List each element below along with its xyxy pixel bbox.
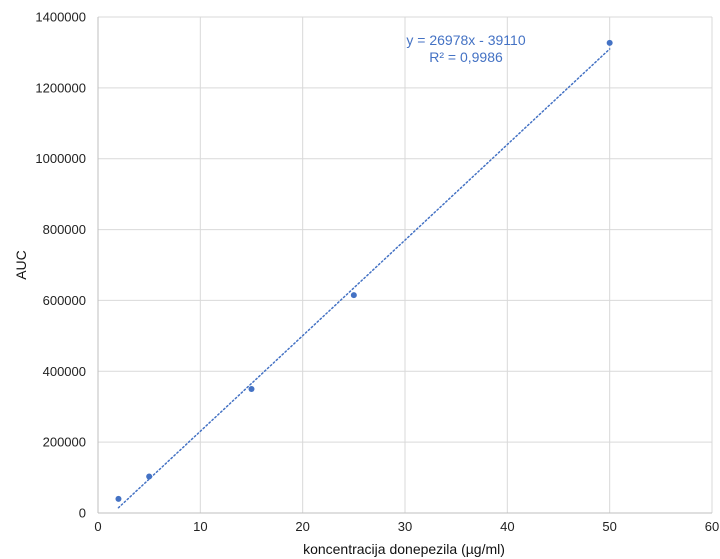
y-tick-label: 1400000 — [35, 10, 86, 25]
data-point — [115, 495, 122, 502]
x-tick-label: 0 — [94, 519, 101, 534]
grid-layer — [98, 16, 713, 513]
axis-layer — [97, 17, 712, 514]
trendline-layer — [117, 48, 611, 509]
x-tick-label: 40 — [500, 519, 514, 534]
x-tick-label: 10 — [193, 519, 207, 534]
data-point — [350, 292, 357, 299]
data-point — [146, 473, 153, 480]
data-point — [248, 386, 255, 392]
trendline-equation: y = 26978x - 39110 — [406, 32, 525, 48]
x-tick-label: 20 — [295, 519, 309, 534]
y-tick-label: 400000 — [43, 364, 86, 379]
y-tick-label: 0 — [79, 506, 86, 521]
data-point — [606, 39, 613, 46]
linear-trendline — [117, 48, 611, 509]
y-tick-label: 600000 — [43, 293, 86, 308]
x-tick-label: 50 — [602, 519, 616, 534]
y-axis-title: AUC — [13, 250, 29, 280]
x-tick-label: 30 — [398, 519, 412, 534]
y-tick-label: 1000000 — [35, 151, 86, 166]
r-squared-label: R² = 0,9986 — [429, 49, 503, 65]
x-axis-title: koncentracija donepezila (µg/ml) — [303, 541, 505, 557]
data-points — [115, 39, 613, 502]
y-tick-label: 1200000 — [35, 80, 86, 95]
y-tick-label: 200000 — [43, 435, 86, 450]
y-tick-label: 800000 — [43, 222, 86, 237]
tick-labels: 0 200000 400000 600000 800000 1000000 1200000 1… — [35, 10, 719, 535]
x-tick-label: 60 — [705, 519, 719, 534]
